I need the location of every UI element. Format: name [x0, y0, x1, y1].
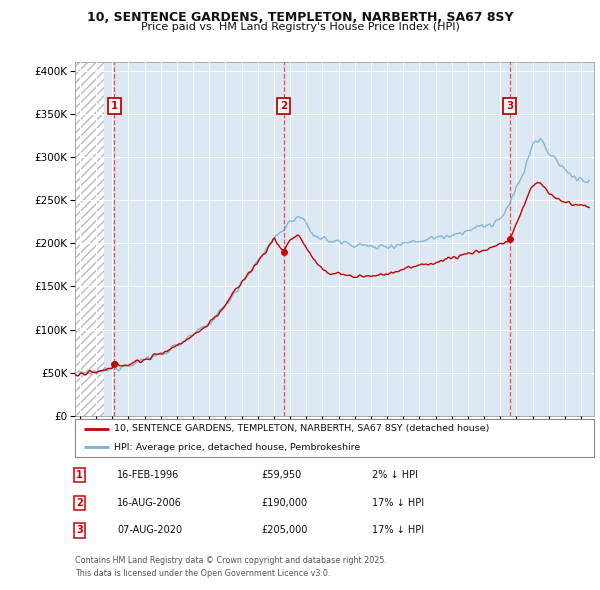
Text: 07-AUG-2020: 07-AUG-2020: [117, 526, 182, 535]
Text: £190,000: £190,000: [261, 498, 307, 507]
Text: 10, SENTENCE GARDENS, TEMPLETON, NARBERTH, SA67 8SY (detached house): 10, SENTENCE GARDENS, TEMPLETON, NARBERT…: [114, 424, 490, 434]
Text: Contains HM Land Registry data © Crown copyright and database right 2025.
This d: Contains HM Land Registry data © Crown c…: [75, 556, 387, 578]
Text: 16-FEB-1996: 16-FEB-1996: [117, 470, 179, 480]
Text: 2: 2: [76, 498, 83, 507]
Text: 17% ↓ HPI: 17% ↓ HPI: [372, 498, 424, 507]
Text: Price paid vs. HM Land Registry's House Price Index (HPI): Price paid vs. HM Land Registry's House …: [140, 22, 460, 32]
Text: 1: 1: [76, 470, 83, 480]
Text: £205,000: £205,000: [261, 526, 307, 535]
Text: 1: 1: [110, 101, 118, 111]
Text: 2: 2: [280, 101, 287, 111]
Text: 17% ↓ HPI: 17% ↓ HPI: [372, 526, 424, 535]
Text: £59,950: £59,950: [261, 470, 301, 480]
Text: 2% ↓ HPI: 2% ↓ HPI: [372, 470, 418, 480]
Text: HPI: Average price, detached house, Pembrokeshire: HPI: Average price, detached house, Pemb…: [114, 442, 360, 452]
Bar: [75, 62, 104, 416]
Text: 10, SENTENCE GARDENS, TEMPLETON, NARBERTH, SA67 8SY: 10, SENTENCE GARDENS, TEMPLETON, NARBERT…: [87, 11, 513, 24]
Text: 16-AUG-2006: 16-AUG-2006: [117, 498, 182, 507]
Text: 3: 3: [506, 101, 514, 111]
FancyBboxPatch shape: [75, 419, 594, 457]
Text: 3: 3: [76, 526, 83, 535]
